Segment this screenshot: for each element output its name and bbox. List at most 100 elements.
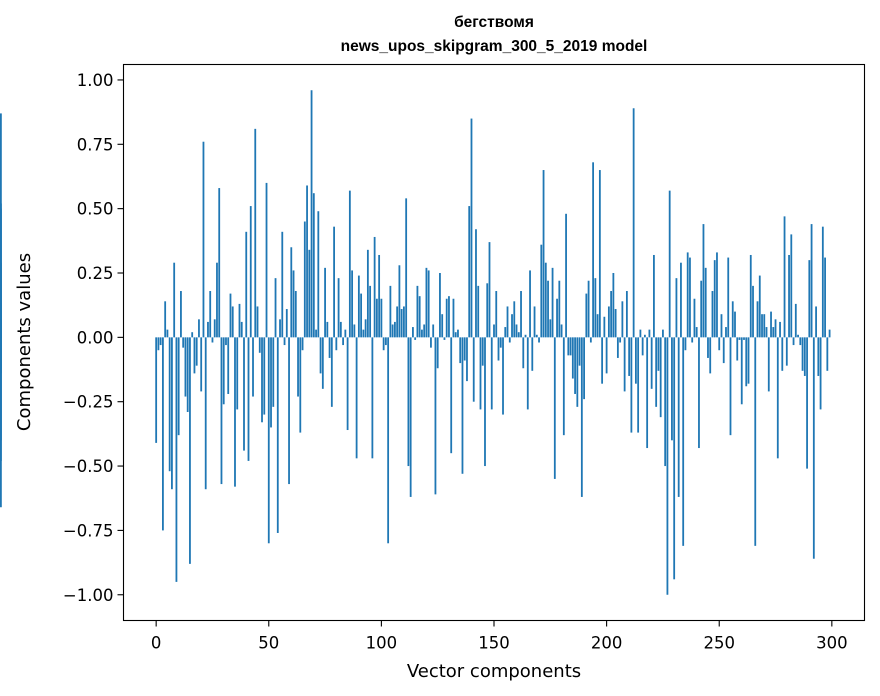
bar	[542, 170, 545, 338]
bar	[486, 283, 489, 338]
bar	[173, 262, 176, 338]
x-tick-label: 100	[366, 634, 398, 653]
bar	[779, 321, 781, 338]
bar	[574, 337, 576, 394]
bar	[826, 337, 829, 371]
bar	[727, 257, 730, 338]
bar	[598, 170, 601, 338]
bar	[722, 337, 725, 364]
bar	[808, 260, 811, 338]
x-tick-label: 300	[816, 634, 848, 653]
bar	[556, 298, 558, 338]
y-tick-label: −0.50	[63, 457, 114, 476]
bar	[227, 337, 230, 394]
bar	[247, 337, 250, 461]
y-tick-label: 0.75	[77, 135, 114, 154]
bar	[668, 190, 671, 338]
bar	[459, 337, 462, 364]
bar	[725, 327, 727, 338]
bar	[738, 337, 741, 340]
bar	[335, 337, 338, 351]
bar	[171, 337, 173, 490]
x-tick-label: 50	[258, 634, 279, 653]
y-tick-label: −1.00	[63, 586, 114, 605]
bar	[709, 337, 712, 374]
bar	[421, 329, 423, 338]
bar	[281, 231, 284, 338]
bar	[806, 337, 808, 469]
bar	[384, 337, 387, 346]
bar	[675, 278, 678, 338]
bar	[202, 141, 205, 338]
bar	[279, 319, 281, 338]
bar	[270, 337, 272, 428]
bar	[294, 291, 297, 338]
bar	[274, 278, 277, 338]
bar	[765, 327, 768, 338]
bar	[499, 337, 502, 348]
bar	[328, 337, 331, 358]
bar	[371, 337, 374, 459]
bar	[425, 267, 428, 338]
bar	[432, 324, 435, 338]
bar	[790, 234, 793, 338]
bar	[531, 337, 534, 371]
bar	[758, 275, 761, 338]
bar	[799, 337, 802, 346]
bar	[781, 337, 784, 371]
bar	[317, 211, 320, 338]
bar	[195, 337, 198, 366]
bar	[650, 337, 653, 389]
bar	[231, 306, 234, 338]
bar	[695, 327, 698, 338]
bar	[529, 270, 531, 338]
bar	[621, 301, 624, 338]
bar	[310, 90, 313, 338]
bar	[186, 337, 189, 412]
bar	[366, 249, 369, 338]
bar	[812, 337, 815, 559]
bar	[272, 337, 275, 407]
bar	[236, 337, 239, 410]
bar	[553, 337, 556, 479]
bar	[351, 270, 354, 338]
bar	[184, 337, 187, 397]
bar	[797, 334, 799, 338]
bar	[824, 257, 826, 338]
bar	[734, 311, 736, 338]
bar	[522, 337, 525, 369]
y-axis-ticks: 1.00 0.75 0.50 0.25 0.00 −0.25 −0.50 −0.75 −1.00	[63, 71, 124, 605]
bar	[653, 254, 655, 338]
bar	[457, 329, 459, 338]
bar	[673, 337, 676, 580]
bar	[222, 337, 225, 405]
bar	[682, 337, 685, 546]
bar	[767, 337, 770, 392]
bar	[164, 301, 167, 338]
bar	[479, 337, 482, 410]
bar	[191, 332, 194, 338]
bar	[306, 185, 308, 338]
bar	[198, 319, 200, 338]
bar	[348, 190, 351, 338]
bar	[684, 337, 687, 351]
bar	[342, 337, 344, 346]
bar	[240, 321, 243, 338]
bar	[324, 267, 326, 338]
bar	[511, 314, 513, 338]
bar	[662, 329, 664, 338]
bar	[544, 262, 547, 338]
bar	[648, 329, 651, 338]
bar	[364, 319, 367, 338]
bar	[0, 113, 2, 338]
bar	[803, 337, 806, 376]
bar	[398, 265, 401, 338]
x-tick-label: 200	[591, 634, 623, 653]
bar	[292, 270, 295, 338]
bar	[396, 306, 399, 338]
bar	[229, 293, 232, 338]
bar	[535, 334, 538, 338]
bar	[436, 337, 439, 369]
bar	[691, 337, 694, 343]
bar	[389, 285, 392, 338]
